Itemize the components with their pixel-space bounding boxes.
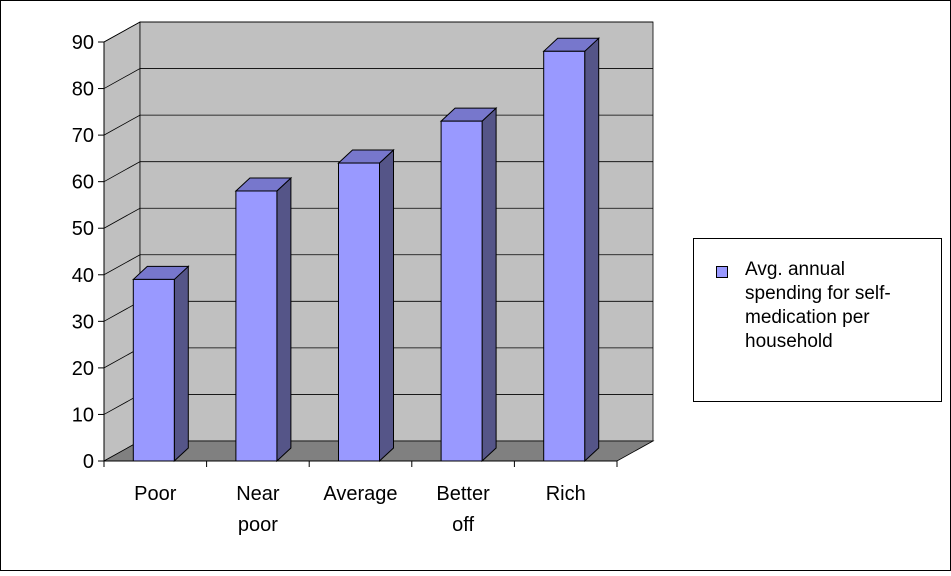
bar-side (379, 148, 394, 463)
y-tick-label: 40 (72, 265, 94, 287)
bar-side (173, 265, 189, 463)
gridline (103, 68, 653, 89)
bar-front (132, 278, 175, 462)
bar (439, 106, 498, 463)
y-tick-label: 80 (72, 79, 94, 101)
legend-swatch (716, 266, 728, 278)
bar-side (584, 37, 600, 463)
bar (132, 265, 190, 463)
bar (337, 148, 395, 463)
x-tick-label: Poor (134, 483, 177, 505)
bar (542, 37, 600, 463)
gridline (103, 21, 653, 43)
bar (234, 176, 293, 463)
bar-front (235, 190, 278, 462)
y-tick-label: 30 (72, 311, 94, 333)
y-tick-label: 50 (72, 218, 94, 240)
legend-label-line: medication per (745, 307, 870, 328)
bar-front (543, 50, 586, 462)
legend-label-line: spending for self- (745, 283, 891, 304)
legend: Avg. annual spending for self-medication … (693, 238, 942, 402)
x-tick-label: Rich (546, 483, 586, 505)
y-tick-label: 60 (72, 172, 94, 194)
legend-label-line: Avg. annual (745, 259, 846, 280)
x-tick-label: Near poor (236, 483, 280, 536)
x-tick-labels: Poor Near poor Average Better off Rich (134, 483, 586, 536)
x-tick-label: Better off (436, 483, 490, 536)
bar-front (338, 162, 380, 462)
y-tick-label: 0 (83, 451, 94, 473)
bar-side (276, 176, 292, 463)
y-tick-label: 70 (72, 125, 94, 147)
x-tick-label: Average (323, 483, 397, 505)
y-tick-label: 10 (72, 404, 94, 426)
y-tick-label: 90 (72, 32, 94, 54)
legend-label-line: household (745, 331, 833, 352)
y-tick-label: 20 (72, 358, 94, 380)
bar-front (440, 120, 483, 462)
y-tick-labels: 0 10 20 30 40 50 60 70 80 90 (72, 32, 94, 473)
bar-side (481, 106, 497, 463)
bars (132, 37, 600, 463)
legend-label: Avg. annual spending for self-medication … (745, 258, 925, 354)
